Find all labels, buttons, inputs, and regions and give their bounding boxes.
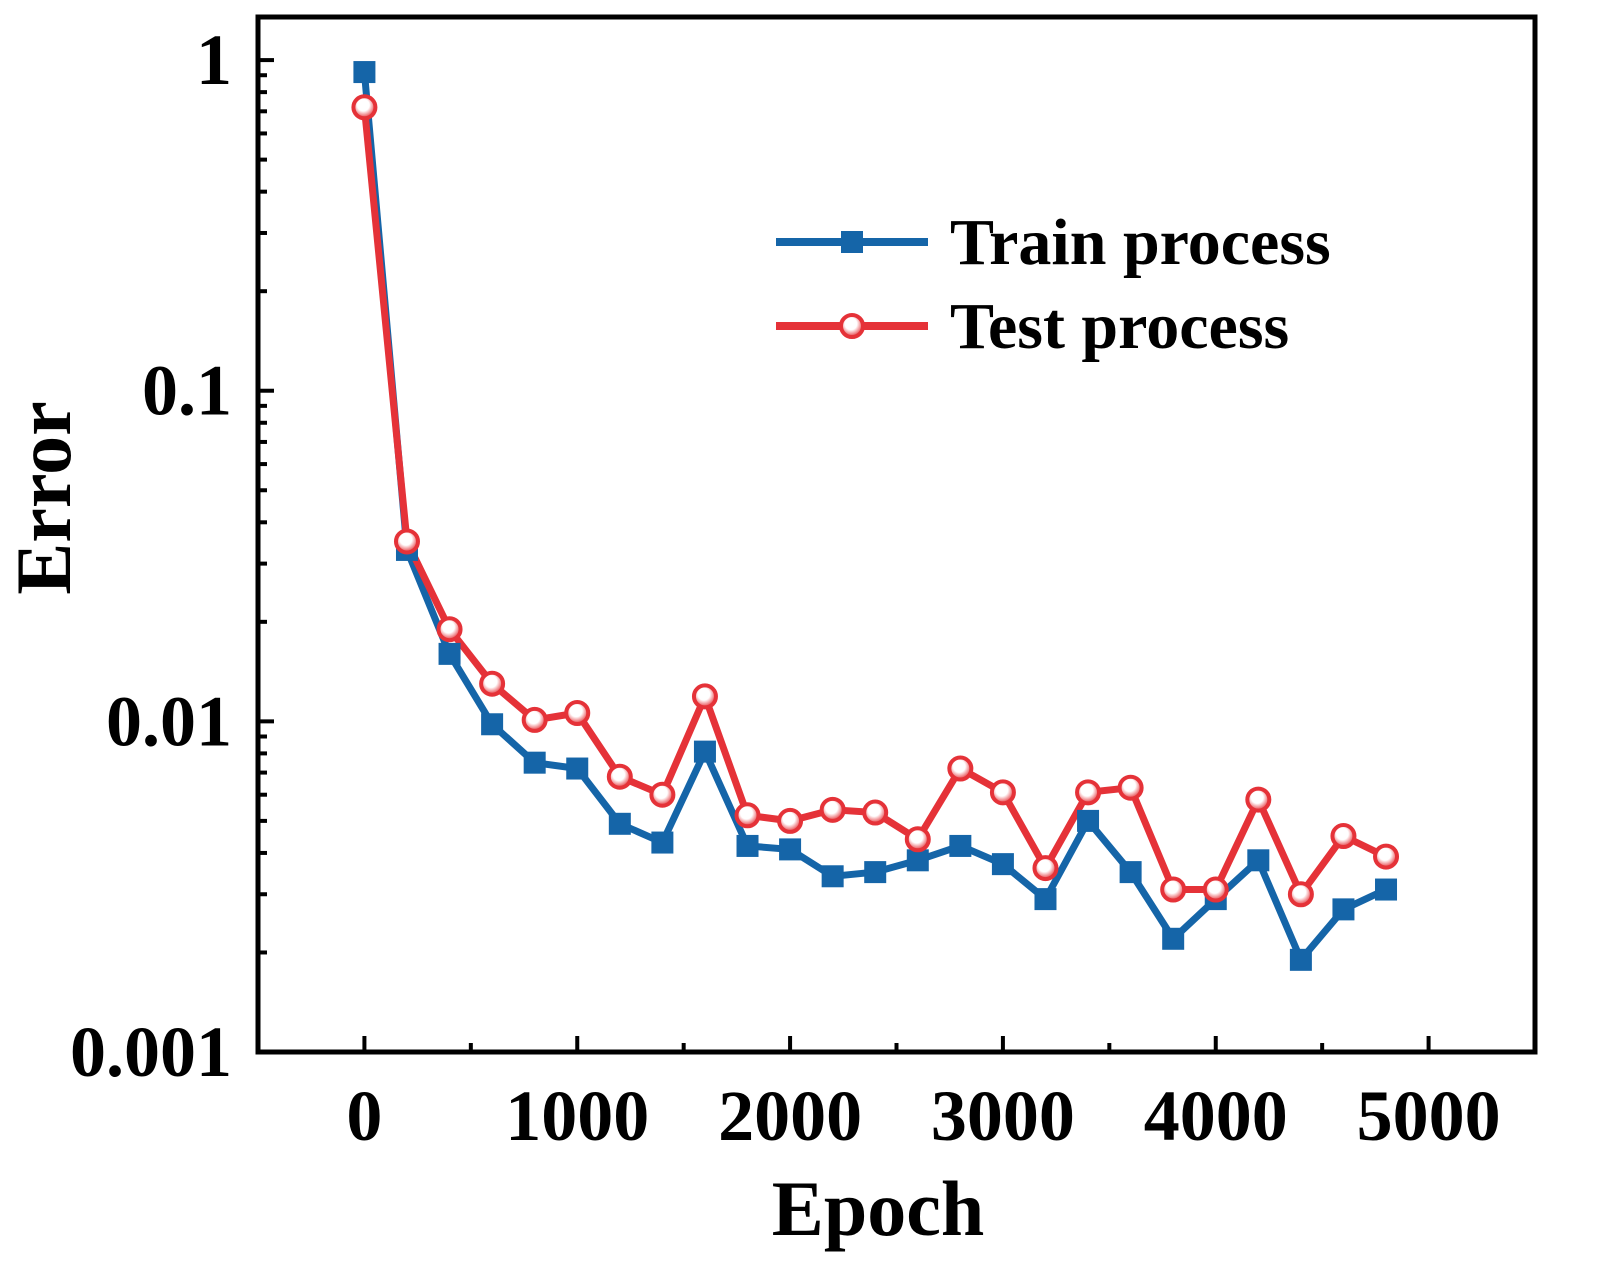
train-point <box>566 757 589 780</box>
x-tick-label: 5000 <box>1357 1076 1501 1156</box>
legend-label: Train process <box>950 206 1331 279</box>
test-point <box>1117 774 1144 801</box>
test-point <box>1373 843 1400 870</box>
legend-label: Test process <box>950 290 1289 363</box>
x-tick-label: 2000 <box>718 1076 862 1156</box>
y-tick-labels: 0.001 0.01 0.1 1 <box>70 20 232 1092</box>
train-point <box>1375 878 1398 901</box>
plot-frame <box>255 14 1538 1055</box>
test-point <box>649 781 676 808</box>
test-point <box>479 670 506 697</box>
test-point <box>1160 876 1187 903</box>
test-point <box>904 826 931 853</box>
test-point <box>989 779 1016 806</box>
train-point <box>523 751 546 774</box>
train-point <box>1247 849 1270 872</box>
train-point <box>779 838 802 861</box>
test-point <box>819 796 846 823</box>
test-point <box>691 683 718 710</box>
test-point <box>862 799 889 826</box>
train-point <box>1119 861 1142 884</box>
train-point <box>736 834 759 857</box>
train-point <box>906 849 929 872</box>
test-point <box>351 94 378 121</box>
x-tick-label: 3000 <box>931 1076 1075 1156</box>
test-point <box>1032 855 1059 882</box>
test-point <box>1245 786 1272 813</box>
train-point <box>481 713 504 736</box>
train-point <box>1289 948 1312 971</box>
legend-marker-circle <box>839 313 865 339</box>
train-point <box>949 834 972 857</box>
y-tick-label: 0.001 <box>70 1012 232 1092</box>
train-point <box>1077 809 1100 832</box>
train-point <box>821 865 844 888</box>
test-point <box>777 807 804 834</box>
x-axis-title: Epoch <box>772 1165 984 1252</box>
x-tick-label: 1000 <box>505 1076 649 1156</box>
test-point <box>1075 779 1102 806</box>
train-point <box>1034 888 1057 911</box>
y-tick-label: 1 <box>196 20 232 100</box>
train-point <box>438 642 461 665</box>
train-point <box>864 861 887 884</box>
train-point <box>1332 898 1355 921</box>
y-axis-title: Error <box>0 401 87 594</box>
test-point <box>564 699 591 726</box>
test-point <box>521 706 548 733</box>
y-tick-label: 0.1 <box>142 351 232 431</box>
legend: Train process Test process <box>776 206 1331 363</box>
test-point <box>393 528 420 555</box>
y-tick-label: 0.01 <box>106 681 232 761</box>
test-point <box>436 616 463 643</box>
train-point <box>608 812 631 835</box>
test-point <box>1287 881 1314 908</box>
test-point <box>1330 823 1357 850</box>
x-tick-labels: 0 1000 2000 3000 4000 5000 <box>346 1076 1500 1156</box>
train-point <box>651 831 674 854</box>
test-point <box>734 802 761 829</box>
test-point <box>947 755 974 782</box>
test-point <box>606 763 633 790</box>
train-point <box>693 740 716 763</box>
test-point <box>1202 876 1229 903</box>
x-tick-label: 4000 <box>1144 1076 1288 1156</box>
legend-marker-square <box>841 231 863 253</box>
x-tick-label: 0 <box>346 1076 382 1156</box>
train-point <box>991 853 1014 876</box>
train-point <box>1162 927 1185 950</box>
train-point <box>353 61 376 84</box>
ticks-layer <box>258 58 1431 1054</box>
series-layer <box>351 61 1400 971</box>
